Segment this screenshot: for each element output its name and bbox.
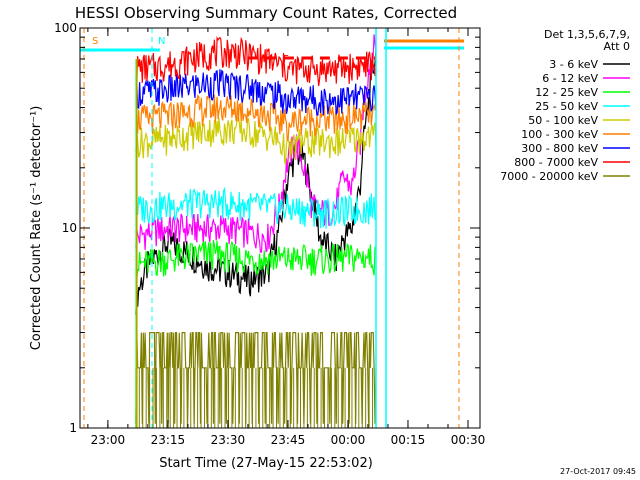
- plot-area: S N F: [80, 28, 464, 428]
- x-axis-label: Start Time (27-May-15 22:53:02): [159, 456, 373, 471]
- legend-label-8: 7000 - 20000 keV: [500, 170, 598, 183]
- flag-F: F: [247, 54, 376, 65]
- series-4: [135, 115, 377, 166]
- legend-label-2: 12 - 25 keV: [535, 86, 598, 99]
- legend-title: Att 0: [604, 40, 630, 53]
- series-line-2: [135, 239, 377, 282]
- x-tick-label: 00:15: [391, 433, 426, 447]
- series-8: [135, 332, 377, 428]
- legend-label-4: 50 - 100 keV: [528, 114, 598, 127]
- legend-label-5: 100 - 300 keV: [521, 128, 598, 141]
- y-tick-label: 10: [62, 221, 77, 235]
- legend-label-6: 300 - 800 keV: [521, 142, 598, 155]
- series-line-6: [135, 69, 377, 116]
- series-6: [135, 69, 377, 116]
- legend-label-0: 3 - 6 keV: [549, 58, 598, 71]
- x-tick-label: 23:00: [91, 433, 126, 447]
- series-line-1: [135, 34, 377, 253]
- series-3: [135, 186, 377, 229]
- series-line-8: [135, 332, 377, 424]
- flag-N: N: [80, 36, 165, 52]
- series-2: [135, 239, 377, 282]
- series-line-4: [135, 115, 377, 166]
- footer-timestamp: 27-Oct-2017 09:45: [560, 467, 636, 476]
- y-axis-label: Corrected Count Rate (s⁻¹ detector⁻¹): [29, 106, 44, 351]
- x-tick-label: 23:15: [151, 433, 186, 447]
- chart-title: HESSI Observing Summary Count Rates, Cor…: [75, 4, 457, 22]
- legend-label-1: 6 - 12 keV: [542, 72, 598, 85]
- flag-label-F: F: [283, 54, 289, 65]
- legend-label-3: 25 - 50 keV: [535, 100, 598, 113]
- y-tick-label: 1: [69, 421, 77, 435]
- x-tick-label: 23:30: [211, 433, 246, 447]
- flag-label-S: S: [92, 36, 98, 47]
- flag-label-N: N: [158, 36, 165, 47]
- legend-title: Det 1,3,5,6,7,9,: [544, 28, 630, 41]
- x-tick-label: 23:45: [271, 433, 306, 447]
- axes: 1 10 100 23:00 23:15 23:30 23:45 00:00 00:15 00:3…: [54, 21, 485, 447]
- x-tick-label: 00:30: [451, 433, 486, 447]
- x-tick-label: 00:00: [331, 433, 366, 447]
- series-line-3: [135, 186, 377, 229]
- legend-label-7: 800 - 7000 keV: [514, 156, 598, 169]
- flag-S: S: [92, 36, 98, 47]
- y-tick-label: 100: [54, 21, 77, 35]
- series-1: [135, 34, 377, 253]
